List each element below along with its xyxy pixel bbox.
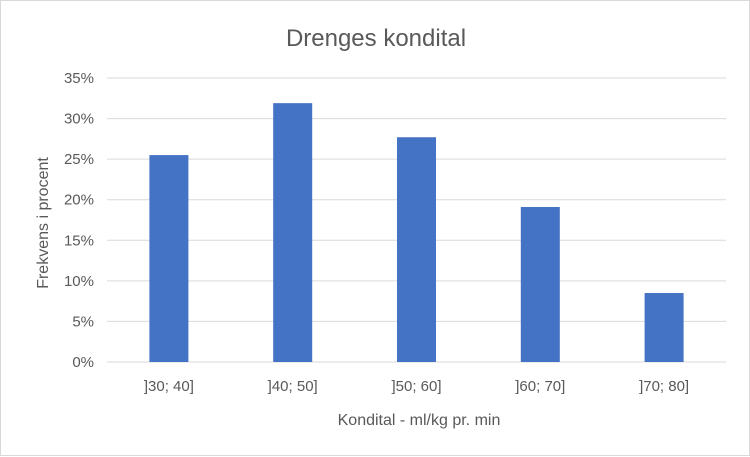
x-tick-label: ]60; 70] (515, 378, 565, 395)
bar (273, 103, 313, 362)
bars (149, 103, 684, 362)
chart-title: Drenges kondital (286, 25, 466, 52)
x-tick-label: ]50; 60] (391, 378, 441, 395)
x-tick-label: ]30; 40] (144, 378, 194, 395)
x-axis-title: Kondital - ml/kg pr. min (338, 412, 501, 429)
y-tick-label: 35% (64, 70, 94, 87)
y-axis-ticks: 0% 5% 10% 15% 20% 25% 30% 35% (64, 70, 94, 371)
bar (397, 137, 436, 362)
bar (644, 293, 684, 362)
bar (149, 155, 189, 362)
x-axis-ticks: ]30; 40] ]40; 50] ]50; 60] ]60; 70] ]70; 80] (144, 378, 689, 395)
x-tick-label: ]70; 80] (639, 378, 689, 395)
y-tick-label: 30% (64, 111, 94, 128)
y-tick-label: 20% (64, 192, 94, 209)
y-tick-label: 10% (64, 273, 94, 290)
y-axis-title: Frekvens i procent (35, 157, 52, 289)
x-tick-label: ]40; 50] (268, 378, 318, 395)
y-tick-label: 0% (72, 354, 94, 371)
y-tick-label: 15% (64, 232, 94, 249)
y-tick-label: 25% (64, 151, 94, 168)
bar (520, 207, 560, 362)
y-tick-label: 5% (72, 313, 94, 330)
